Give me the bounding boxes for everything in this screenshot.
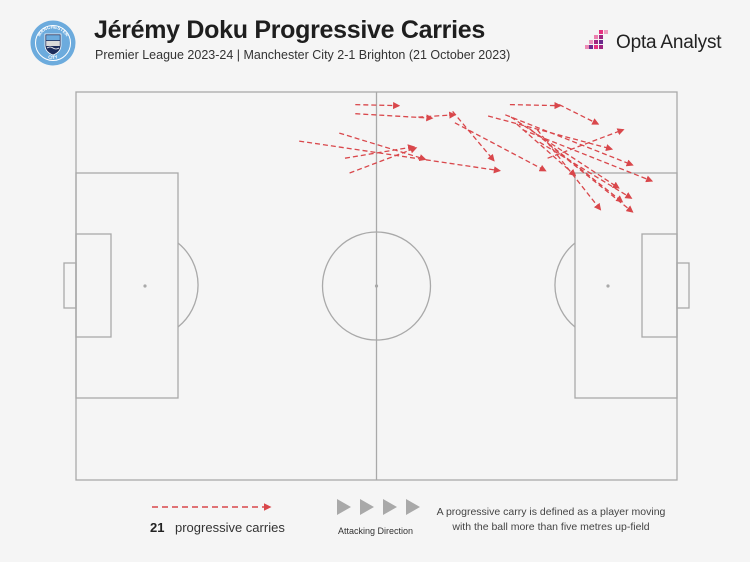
carry-arrow-21 xyxy=(349,146,418,174)
carry-legend-arrow xyxy=(152,503,272,511)
right-six-yard-box xyxy=(641,233,678,338)
svg-text:CITY: CITY xyxy=(48,54,59,60)
carry-arrow-19 xyxy=(299,140,502,174)
chart-title: Jérémy Doku Progressive Carries xyxy=(94,16,485,44)
left-six-yard-box xyxy=(75,233,112,338)
carry-arrow-18 xyxy=(339,132,427,162)
left-penalty-arc xyxy=(177,242,199,328)
centre-spot xyxy=(374,284,379,288)
carry-arrow-10 xyxy=(510,116,620,189)
carry-arrow-16 xyxy=(516,123,577,177)
left-penalty-area xyxy=(75,172,179,399)
left-penalty-spot xyxy=(143,284,147,288)
pitch-chart xyxy=(63,91,690,481)
carry-arrow-9 xyxy=(505,114,634,167)
carry-arrow-12 xyxy=(528,127,624,203)
carry-arrow-7 xyxy=(558,104,600,125)
carry-arrow-4 xyxy=(452,110,495,162)
carry-arrow-13 xyxy=(536,129,602,211)
chart-subtitle: Premier League 2023-24 | Manchester City… xyxy=(95,48,511,62)
club-badge-icon: MANCHESTER CITY xyxy=(30,20,76,66)
carries-layer xyxy=(299,101,654,213)
carry-arrow-20 xyxy=(344,144,416,159)
right-penalty-arc xyxy=(554,242,576,328)
carry-arrow-6 xyxy=(509,102,562,110)
centre-circle xyxy=(321,231,432,341)
right-goal xyxy=(676,262,690,309)
opta-logo-icon xyxy=(585,30,608,49)
carry-arrow-14 xyxy=(539,141,633,199)
brand-name: Opta Analyst xyxy=(616,32,722,53)
carry-arrow-8 xyxy=(487,115,614,152)
carry-arrow-1 xyxy=(355,101,401,110)
carry-arrow-11 xyxy=(522,129,654,183)
right-penalty-spot xyxy=(606,284,610,288)
badge-text-bottom: CITY xyxy=(48,54,59,60)
carry-arrow-15 xyxy=(548,143,634,213)
carry-count: 21 xyxy=(150,520,165,535)
carry-arrow-17 xyxy=(547,128,625,159)
carry-arrow-3 xyxy=(418,111,457,119)
carry-count-label: progressive carries xyxy=(175,520,285,535)
carry-definition: A progressive carry is defined as a play… xyxy=(436,506,666,533)
attacking-direction-label: Attacking Direction xyxy=(338,526,414,536)
left-goal xyxy=(63,262,77,309)
carry-arrow-5 xyxy=(454,122,547,172)
attacking-direction-icon xyxy=(337,499,420,515)
